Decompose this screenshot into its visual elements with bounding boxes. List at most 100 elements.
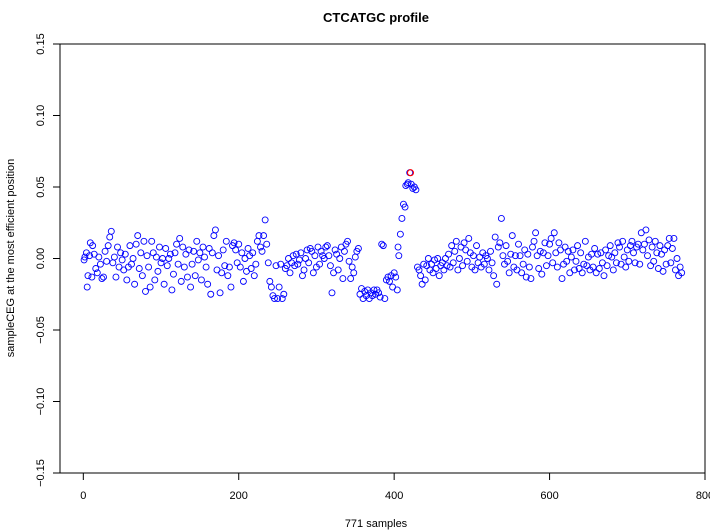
data-point bbox=[443, 262, 451, 270]
data-point bbox=[300, 266, 308, 274]
y-axis-label: sampleCEG at the most efficient position bbox=[5, 159, 17, 358]
data-point bbox=[471, 266, 479, 274]
data-point bbox=[361, 287, 369, 295]
data-point bbox=[676, 263, 684, 271]
data-point bbox=[393, 286, 401, 294]
data-point bbox=[375, 289, 383, 297]
data-point bbox=[236, 263, 244, 271]
data-point bbox=[449, 259, 457, 267]
data-point bbox=[493, 280, 501, 288]
data-point bbox=[515, 240, 522, 248]
data-point bbox=[424, 255, 432, 262]
data-point bbox=[233, 259, 241, 267]
data-point bbox=[656, 242, 664, 250]
data-point bbox=[177, 277, 185, 285]
data-point bbox=[331, 246, 339, 254]
data-point bbox=[291, 262, 299, 270]
data-point bbox=[156, 243, 163, 251]
data-point bbox=[264, 259, 272, 267]
data-point bbox=[323, 242, 331, 250]
data-point bbox=[92, 265, 100, 272]
data-point bbox=[448, 242, 456, 250]
data-point bbox=[222, 237, 230, 245]
data-point bbox=[488, 259, 496, 267]
y-tick-label: −0.05 bbox=[35, 316, 47, 344]
data-point bbox=[396, 230, 404, 238]
data-point bbox=[580, 260, 588, 268]
data-point bbox=[328, 289, 336, 297]
data-point bbox=[148, 237, 156, 245]
data-point bbox=[348, 263, 356, 271]
data-point bbox=[187, 283, 195, 291]
data-point bbox=[491, 233, 499, 241]
data-point bbox=[168, 286, 176, 294]
data-point bbox=[469, 252, 477, 260]
data-point bbox=[409, 184, 417, 192]
data-point bbox=[378, 240, 386, 248]
data-point bbox=[505, 269, 513, 277]
data-point bbox=[250, 272, 258, 280]
data-point bbox=[651, 237, 659, 245]
data-point bbox=[162, 245, 170, 252]
data-point bbox=[392, 273, 400, 281]
data-point bbox=[550, 229, 558, 237]
data-point bbox=[253, 237, 261, 245]
data-point bbox=[616, 243, 623, 251]
data-point bbox=[305, 259, 313, 267]
data-point bbox=[529, 243, 536, 251]
data-points bbox=[80, 169, 686, 302]
data-point bbox=[163, 262, 171, 270]
data-point bbox=[511, 252, 519, 260]
data-point bbox=[421, 276, 429, 284]
data-point bbox=[589, 263, 597, 271]
data-point bbox=[129, 255, 137, 262]
data-point bbox=[103, 257, 111, 265]
data-point bbox=[219, 246, 227, 254]
data-point bbox=[507, 250, 515, 258]
data-point bbox=[274, 295, 282, 302]
data-point bbox=[80, 256, 88, 264]
data-point bbox=[199, 243, 207, 251]
data-point bbox=[227, 283, 235, 291]
data-point bbox=[564, 247, 572, 255]
data-point bbox=[572, 257, 580, 265]
data-point bbox=[483, 255, 491, 262]
data-point bbox=[208, 249, 216, 257]
data-point bbox=[132, 240, 140, 248]
data-point bbox=[252, 260, 260, 268]
data-point bbox=[157, 259, 165, 267]
data-point bbox=[289, 252, 297, 260]
data-point bbox=[592, 269, 600, 277]
data-point bbox=[154, 267, 162, 275]
data-point bbox=[541, 239, 549, 247]
data-point bbox=[394, 243, 402, 251]
x-tick-label: 600 bbox=[540, 490, 558, 502]
data-point bbox=[648, 243, 656, 251]
data-point bbox=[661, 246, 669, 254]
data-point bbox=[527, 275, 535, 282]
data-point bbox=[170, 270, 177, 278]
data-point bbox=[420, 260, 428, 268]
data-point bbox=[292, 250, 300, 258]
data-point bbox=[215, 252, 222, 260]
x-tick-label: 400 bbox=[385, 490, 403, 502]
data-point bbox=[522, 273, 530, 281]
data-point bbox=[106, 233, 114, 241]
data-point bbox=[149, 249, 157, 257]
data-point bbox=[336, 255, 344, 262]
data-point bbox=[591, 245, 599, 252]
data-point bbox=[110, 253, 118, 261]
data-point bbox=[636, 260, 644, 268]
data-point bbox=[202, 263, 210, 271]
data-point bbox=[553, 263, 561, 271]
data-point bbox=[665, 235, 673, 242]
data-point bbox=[117, 249, 125, 257]
data-point bbox=[297, 249, 305, 257]
data-point bbox=[123, 276, 131, 284]
data-point bbox=[201, 253, 208, 261]
data-point bbox=[555, 239, 563, 247]
data-point bbox=[460, 239, 468, 247]
data-point bbox=[249, 249, 257, 257]
data-point bbox=[286, 269, 294, 277]
data-point bbox=[239, 277, 247, 285]
